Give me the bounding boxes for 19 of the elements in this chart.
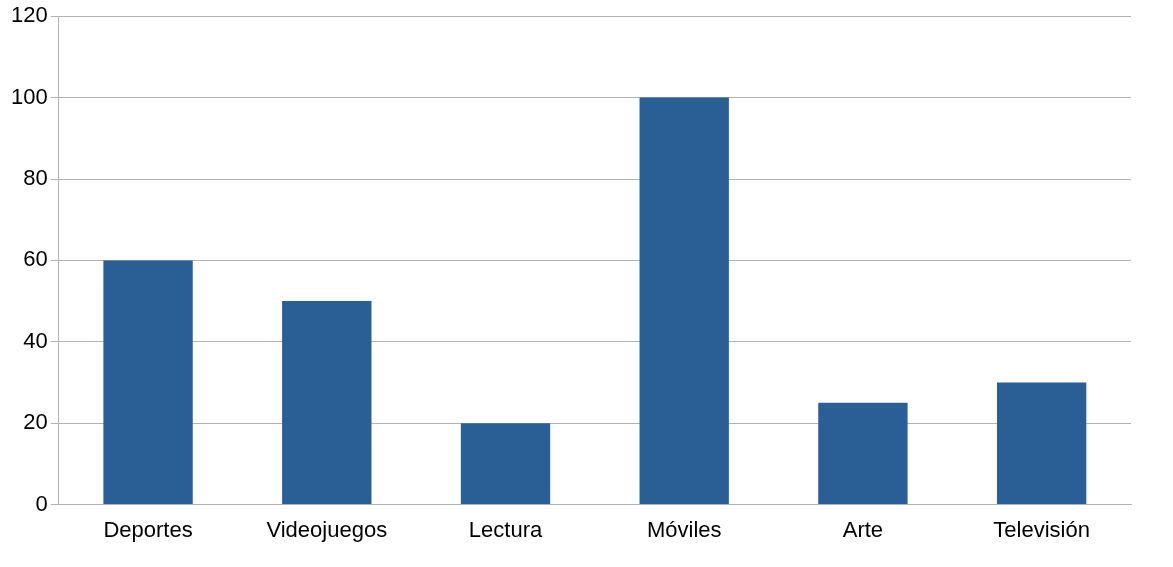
x-tick-label: Arte <box>842 516 884 542</box>
y-tick-label: 60 <box>23 246 48 272</box>
y-tick-label: 40 <box>23 327 48 353</box>
bar <box>103 260 193 505</box>
bar <box>460 423 551 505</box>
y-tick-label: 80 <box>23 165 48 191</box>
y-tick-label: 120 <box>10 2 48 28</box>
bar <box>282 301 372 505</box>
x-tick-label: Televisión <box>993 516 1090 542</box>
x-tick-label: Lectura <box>468 516 543 542</box>
bar <box>639 97 729 505</box>
y-tick-label: 100 <box>10 83 48 109</box>
bar <box>996 382 1087 505</box>
x-tick-label: Móviles <box>646 516 722 542</box>
x-tick-label: Deportes <box>103 516 193 542</box>
y-tick-label: 0 <box>35 490 48 516</box>
bar <box>818 402 908 505</box>
y-tick-label: 20 <box>23 409 48 435</box>
x-tick-label: Videojuegos <box>266 516 388 542</box>
